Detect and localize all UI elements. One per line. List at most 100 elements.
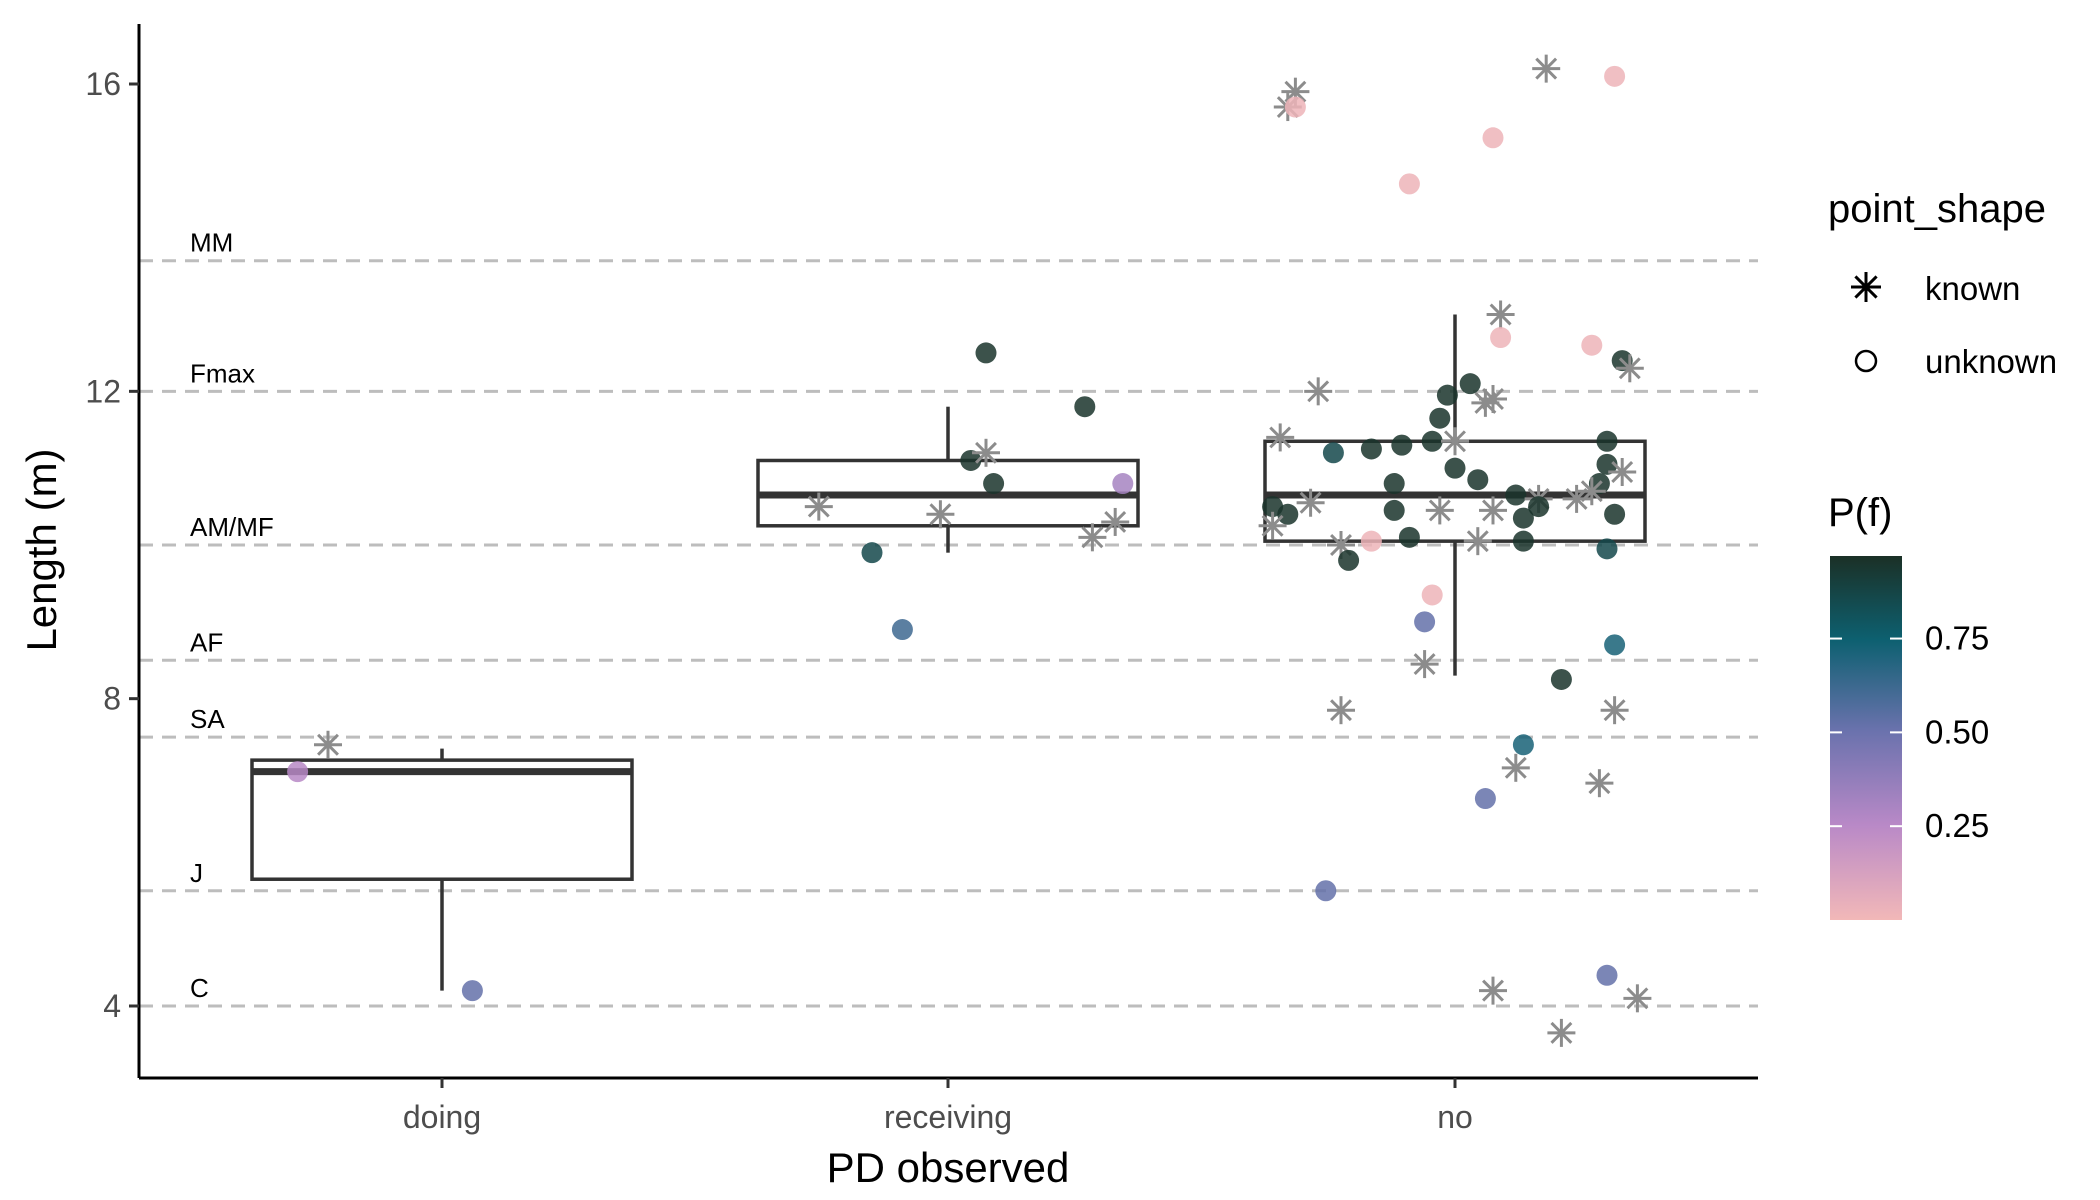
- point-known: [1258, 511, 1287, 540]
- point-unknown: [1322, 442, 1344, 464]
- asterisk-stroke: [1299, 491, 1322, 514]
- point-known: [1577, 477, 1606, 506]
- asterisk-stroke: [1854, 275, 1878, 299]
- box: [250, 758, 634, 881]
- asterisk-stroke: [1330, 534, 1352, 556]
- point-unknown: [1383, 499, 1405, 521]
- point-known: [1479, 496, 1507, 525]
- point-unknown: [1474, 788, 1496, 810]
- asterisk-stroke: [1466, 530, 1489, 553]
- point-known: [1532, 54, 1561, 83]
- point-unknown: [1581, 334, 1603, 356]
- point-known: [972, 438, 1000, 467]
- colorbar-tick-label: 0.50: [1925, 713, 1989, 750]
- colorbar-ticks: 0.25 0.50 0.75: [1830, 620, 1989, 844]
- point-known: [1600, 696, 1629, 725]
- x-tick-label: no: [1437, 1099, 1473, 1135]
- unknown-legend-key: unknown: [1854, 343, 2057, 380]
- boxplot-doing: [250, 748, 634, 991]
- asterisk-stroke: [1535, 57, 1558, 80]
- point-unknown: [1383, 473, 1405, 495]
- point-unknown: [1596, 538, 1618, 560]
- asterisk-stroke: [1413, 653, 1436, 676]
- point-unknown: [1459, 373, 1481, 395]
- asterisk-stroke: [929, 503, 952, 526]
- point-unknown: [1512, 734, 1534, 756]
- point-unknown: [1277, 503, 1299, 525]
- point-unknown: [1429, 407, 1451, 429]
- point-known: [1101, 507, 1130, 536]
- asterisk-stroke: [975, 441, 997, 464]
- asterisk-stroke: [1603, 699, 1626, 722]
- point-unknown: [1398, 173, 1420, 195]
- asterisk-stroke: [1588, 772, 1611, 795]
- asterisk-stroke: [1550, 1021, 1573, 1044]
- point-unknown: [1596, 964, 1618, 986]
- y-tick-label: 4: [103, 988, 121, 1024]
- point-unknown: [1421, 584, 1443, 606]
- x-axis-title: PD observed: [827, 1144, 1070, 1191]
- reference-label: C: [190, 973, 209, 1003]
- asterisk-stroke: [807, 495, 830, 518]
- asterisk-stroke: [1626, 987, 1649, 1010]
- point-unknown: [1528, 496, 1550, 518]
- colorbar-tick-label: 0.25: [1925, 807, 1989, 844]
- shape-legend: point_shape known unknown: [1828, 187, 2057, 380]
- asterisk-stroke: [1104, 510, 1127, 533]
- circle-icon: [1854, 349, 1878, 373]
- x-tick-label: receiving: [884, 1099, 1012, 1135]
- y-axis-ticks: 4 8 12 16: [85, 66, 139, 1024]
- point-unknown: [1360, 530, 1382, 552]
- point-known: [1471, 388, 1500, 417]
- point-known: [1266, 423, 1295, 452]
- known-legend-key: known: [1851, 270, 2020, 307]
- point-unknown: [1482, 127, 1504, 149]
- point-known: [314, 730, 342, 759]
- point-unknown: [1444, 457, 1466, 479]
- point-unknown: [1315, 880, 1337, 902]
- point-known: [1441, 427, 1469, 456]
- point-unknown: [1391, 434, 1413, 456]
- asterisk-stroke: [1284, 80, 1307, 103]
- point-unknown: [1550, 668, 1572, 690]
- x-tick-label: doing: [403, 1099, 481, 1135]
- point-unknown: [287, 761, 309, 783]
- point-known: [1410, 650, 1439, 679]
- point-unknown: [1512, 530, 1534, 552]
- point-known: [1501, 753, 1530, 782]
- asterisk-stroke: [1428, 499, 1451, 522]
- y-axis-title: Length (m): [18, 448, 65, 651]
- point-unknown: [1360, 438, 1382, 460]
- asterisk-stroke: [1330, 699, 1352, 722]
- point-unknown: [1512, 507, 1534, 529]
- reference-label: Fmax: [190, 358, 255, 388]
- point-unknown: [983, 473, 1005, 495]
- point-unknown: [1074, 396, 1096, 418]
- point-unknown: [1414, 611, 1436, 633]
- point-unknown: [1596, 453, 1618, 475]
- point-unknown: [1490, 327, 1512, 349]
- color-legend: P(f) 0.25 0.50 0.75: [1828, 491, 1989, 920]
- asterisk-stroke: [1261, 514, 1284, 537]
- point-known: [1296, 488, 1325, 517]
- y-tick-label: 12: [85, 373, 121, 409]
- point-known: [1304, 377, 1333, 406]
- point-known: [1615, 354, 1644, 383]
- point-known: [1327, 696, 1355, 725]
- asterisk-shape: [1851, 272, 1881, 302]
- colorbar: [1830, 556, 1902, 920]
- boxplot-receiving: [756, 406, 1140, 553]
- asterisk-stroke: [1444, 430, 1466, 453]
- asterisk-stroke: [1307, 380, 1330, 403]
- reference-label: AM/MF: [190, 512, 274, 542]
- point-unknown: [861, 542, 883, 564]
- point-unknown: [1604, 65, 1626, 87]
- asterisk-stroke: [1269, 426, 1292, 449]
- point-unknown: [891, 619, 913, 641]
- asterisk-stroke: [1504, 756, 1527, 779]
- point-known: [1479, 976, 1507, 1005]
- asterisk-stroke: [1474, 391, 1497, 414]
- point-known: [1486, 300, 1515, 329]
- x-axis-ticks: doing receiving no: [403, 1078, 1473, 1135]
